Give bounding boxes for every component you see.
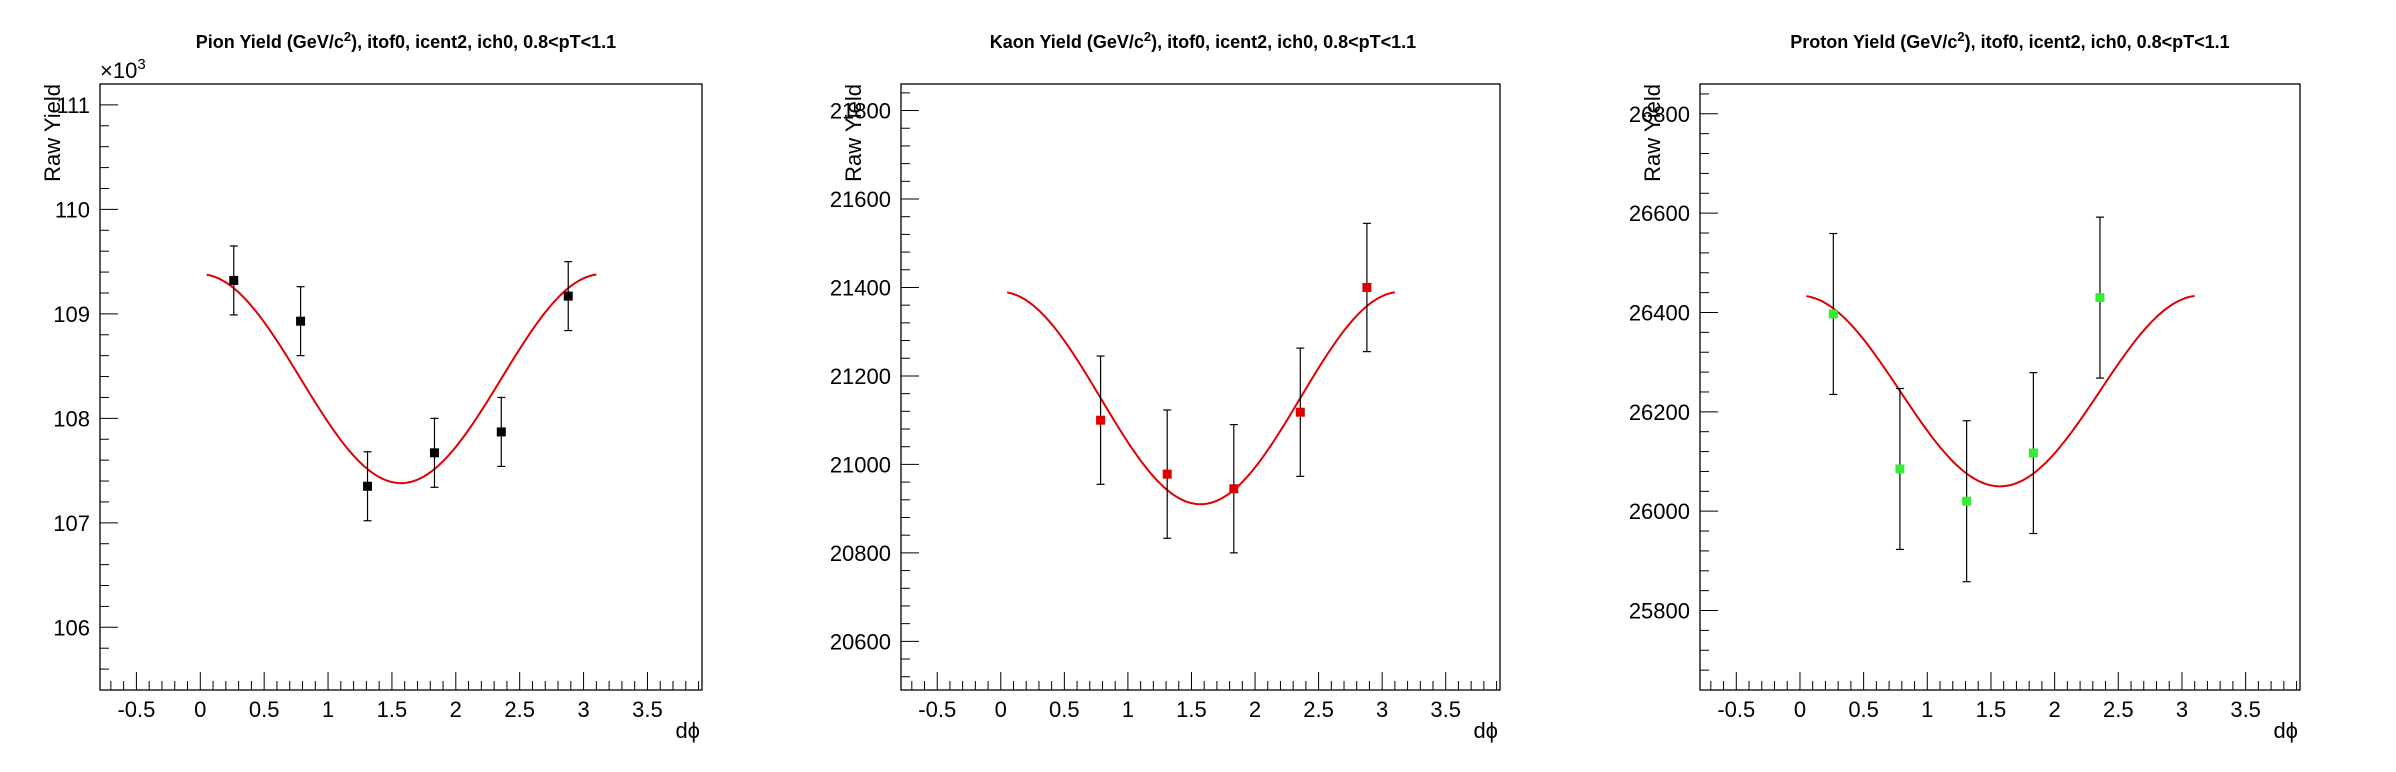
y-tick-label: 25800	[1629, 599, 1690, 624]
data-point	[1828, 309, 1838, 319]
data-point	[363, 481, 373, 491]
y-tick-label: 110	[55, 197, 90, 222]
y-tick-label: 20600	[830, 629, 891, 654]
data-point	[2095, 293, 2105, 303]
x-tick-label: 0	[1794, 697, 1806, 722]
y-exponent-label: ×103	[100, 56, 146, 83]
x-tick-label: 1	[1921, 697, 1933, 722]
y-tick-label: 107	[53, 511, 90, 536]
chart-title: Proton Yield (GeV/c2), itof0, icent2, ic…	[1790, 29, 2229, 52]
x-tick-label: 2	[2049, 697, 2061, 722]
y-tick-label: 21200	[830, 364, 891, 389]
x-tick-label: 3.5	[1430, 697, 1461, 722]
x-axis-label: dϕ	[1473, 718, 1498, 743]
x-tick-label: -0.5	[918, 697, 956, 722]
chart-panel-1: Kaon Yield (GeV/c2), itof0, icent2, ich0…	[830, 29, 1501, 743]
x-tick-label: 3	[1376, 697, 1388, 722]
y-tick-label: 26200	[1629, 400, 1690, 425]
x-tick-label: 2.5	[2103, 697, 2134, 722]
x-tick-label: 0	[194, 697, 206, 722]
data-point	[1162, 469, 1172, 479]
data-point	[1895, 464, 1905, 474]
x-tick-label: 3.5	[2230, 697, 2261, 722]
plot-frame	[1699, 83, 2301, 691]
x-tick-label: 0	[995, 697, 1007, 722]
data-point	[1096, 415, 1106, 425]
y-tick-label: 26800	[1629, 102, 1690, 127]
y-tick-label: 26000	[1629, 499, 1690, 524]
x-tick-label: 3	[577, 697, 589, 722]
chart-title: Pion Yield (GeV/c2), itof0, icent2, ich0…	[196, 29, 616, 52]
x-tick-label: 2.5	[1303, 697, 1334, 722]
x-tick-label: -0.5	[1717, 697, 1755, 722]
x-axis-label: dϕ	[675, 718, 700, 743]
y-tick-label: 106	[53, 615, 90, 640]
x-axis-label: dϕ	[2273, 718, 2298, 743]
y-tick-label: 111	[57, 93, 90, 118]
x-tick-label: 0.5	[249, 697, 280, 722]
y-tick-label: 20800	[830, 541, 891, 566]
x-tick-label: 1.5	[377, 697, 408, 722]
plot-frame	[99, 83, 703, 691]
data-point	[563, 291, 573, 301]
data-point	[496, 427, 506, 437]
y-axis-label: Raw Yield	[1640, 84, 1665, 182]
y-tick-label: 108	[53, 406, 90, 431]
data-point	[2028, 448, 2038, 458]
x-tick-label: 1	[1122, 697, 1134, 722]
y-axis-label: Raw Yield	[841, 84, 866, 182]
x-tick-label: 2	[1249, 697, 1261, 722]
y-tick-label: 26600	[1629, 201, 1690, 226]
y-tick-label: 21800	[830, 99, 891, 124]
y-axis-label: Raw Yield	[40, 84, 65, 182]
x-tick-label: 2.5	[504, 697, 535, 722]
fit-curve	[1806, 294, 2195, 488]
x-tick-label: 0.5	[1049, 697, 1080, 722]
data-point	[1229, 484, 1239, 494]
data-point	[1362, 282, 1372, 292]
x-tick-label: 0.5	[1848, 697, 1879, 722]
data-point	[229, 275, 239, 285]
fit-curve	[206, 273, 597, 485]
x-tick-label: 3.5	[632, 697, 663, 722]
x-tick-label: 3	[2176, 697, 2188, 722]
y-tick-label: 21600	[830, 187, 891, 212]
x-tick-label: -0.5	[117, 697, 155, 722]
fit-curve	[1006, 291, 1396, 506]
y-tick-label: 21000	[830, 452, 891, 477]
data-point	[1962, 496, 1972, 506]
y-tick-label: 21400	[830, 275, 891, 300]
x-tick-label: 1.5	[1176, 697, 1207, 722]
x-tick-label: 2	[450, 697, 462, 722]
y-tick-label: 26400	[1629, 300, 1690, 325]
x-tick-label: 1.5	[1976, 697, 2007, 722]
x-tick-label: 1	[322, 697, 334, 722]
chart-title: Kaon Yield (GeV/c2), itof0, icent2, ich0…	[990, 29, 1416, 52]
data-point	[429, 448, 439, 458]
plot-frame	[900, 83, 1501, 691]
data-point	[1295, 407, 1305, 417]
chart-panel-2: Proton Yield (GeV/c2), itof0, icent2, ic…	[1629, 29, 2301, 743]
data-point	[296, 316, 306, 326]
y-tick-label: 109	[53, 302, 90, 327]
chart-panel-0: Pion Yield (GeV/c2), itof0, icent2, ich0…	[40, 29, 703, 743]
